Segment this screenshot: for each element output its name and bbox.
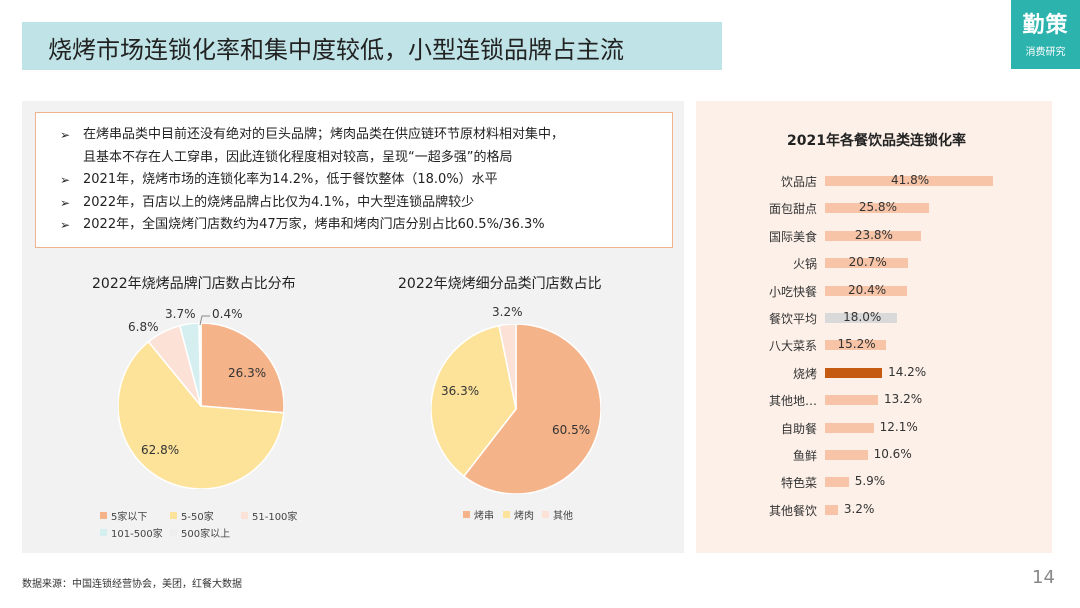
- bar-mark: [825, 395, 879, 406]
- data-source-note: 数据来源：中国连锁经营协会，美团，红餐大数据: [22, 579, 242, 590]
- pie1-leader-line: [199, 315, 210, 326]
- bar-category-label: 自助餐: [780, 421, 817, 436]
- bar-mark: [825, 230, 921, 241]
- pie2-slice-0: [462, 324, 601, 494]
- bar-category-label: 鱼鲜: [792, 449, 817, 463]
- legend-swatch: [170, 529, 177, 536]
- pie1-legend-item: 101-500家: [100, 525, 163, 540]
- brand-logo: 勤策 消费研究: [1011, 0, 1080, 69]
- pie1-label-lt5: 26.3%: [228, 366, 267, 380]
- bar-value-label: 12.1%: [879, 419, 918, 434]
- bullet-item: ➢ 在烤串品类中目前还没有绝对的巨头品牌；烤肉品类在供应链环节原材料相对集中，: [60, 124, 672, 147]
- bar-value-label: 20.7%: [848, 255, 887, 270]
- legend-swatch: [463, 511, 470, 518]
- bar-value-label: 14.2%: [888, 364, 927, 379]
- bar-value-label: 18.0%: [843, 310, 882, 324]
- bullet-continuation: 且基本不存在人工穿串，因此连锁化程度相对较高，呈现“一超多强”的格局: [83, 149, 513, 165]
- bar-mark: [825, 258, 909, 269]
- bar-value-label: 25.8%: [858, 200, 897, 215]
- legend-swatch: [170, 512, 177, 519]
- bar-mark: [825, 504, 838, 515]
- pie1-legend-item: 5-50家: [170, 508, 214, 523]
- pie2-label-other: 3.2%: [492, 305, 523, 319]
- bar-mark: [825, 285, 907, 296]
- bar-value-label: 10.6%: [873, 447, 912, 461]
- arrow-icon: ➢: [60, 218, 71, 232]
- title-banner: 烧烤市场连锁化率和集中度较低，小型连锁品牌占主流: [22, 22, 722, 70]
- logo-main-text: 勤策: [1022, 13, 1069, 38]
- pie2-label-skewer: 60.5%: [552, 423, 591, 437]
- bar-category-label: 国际美食: [768, 229, 817, 244]
- page-title: 烧烤市场连锁化率和集中度较低，小型连锁品牌占主流: [48, 36, 624, 64]
- bar-category-label: 其他餐饮: [768, 503, 817, 518]
- legend-swatch: [100, 529, 107, 536]
- pie2-legend-item: 其他: [542, 507, 573, 522]
- bullet-item: ➢ 2022年，全国烧烤门店数约为47万家，烤串和烤肉门店分别占比60.5%/36…: [60, 214, 672, 237]
- pie1-slice-1: [118, 340, 284, 489]
- pie2-legend-item: 烤肉: [503, 507, 534, 522]
- bar-category-label: 面包甜点: [768, 202, 817, 217]
- arrow-icon: ➢: [60, 173, 71, 187]
- legend-swatch: [542, 511, 549, 518]
- bar-mark: [825, 450, 868, 460]
- bar-value-label: 20.4%: [847, 282, 887, 297]
- pie1-legend-item: 5家以下: [100, 508, 147, 523]
- bar-value-label: 15.2%: [837, 337, 876, 352]
- pie-chart-brand-size: [118, 323, 284, 489]
- bar-mark: [825, 422, 874, 433]
- arrow-icon: ➢: [60, 128, 71, 142]
- bar-mark: [825, 203, 929, 214]
- bar-category-label: 饮品店: [780, 175, 817, 189]
- legend-swatch: [503, 511, 510, 518]
- bar-category-label: 烧烤: [792, 366, 817, 381]
- pie-chart-category-share: [431, 324, 601, 494]
- bar-value-label: 23.8%: [854, 227, 893, 242]
- legend-swatch: [241, 512, 248, 519]
- bullet-item: ➢ 2021年，烧烤市场的连锁化率为14.2%，低于餐饮整体（18.0%）水平: [60, 169, 672, 192]
- key-findings-box: ➢ 在烤串品类中目前还没有绝对的巨头品牌；烤肉品类在供应链环节原材料相对集中， 且…: [35, 112, 673, 248]
- bar-value-label: 3.2%: [843, 501, 875, 516]
- bar-category-label: 餐饮平均: [768, 312, 817, 326]
- bullet-item: ➢ 2022年，百店以上的烧烤品牌占比仅为4.1%，中大型连锁品牌较少: [60, 192, 672, 215]
- bar-category-label: 八大菜系: [768, 339, 817, 354]
- pie2-title: 2022年烧烤细分品类门店数占比: [398, 276, 602, 292]
- logo-sub-text: 消费研究: [1025, 47, 1066, 58]
- pie1-slice-0: [200, 323, 284, 414]
- bar-category-label: 小吃快餐: [768, 284, 817, 299]
- pie2-slice-1: [431, 324, 517, 478]
- pie1-label-51-100: 6.8%: [128, 320, 159, 334]
- pie1-legend-item: 51-100家: [241, 508, 297, 523]
- bar-category-label: 特色菜: [780, 476, 817, 491]
- pie1-label-5-50: 62.8%: [141, 443, 180, 457]
- pie1-title: 2022年烧烤品牌门店数占比分布: [92, 276, 296, 292]
- bar-mark: [825, 176, 993, 186]
- bar-value-label: 5.9%: [854, 474, 886, 489]
- pie1-label-gt500: 0.4%: [212, 307, 243, 321]
- pie2-legend-item: 烤串: [463, 507, 494, 522]
- bar-mark: [825, 477, 849, 488]
- bar-value-label: 41.8%: [891, 173, 930, 187]
- bar-value-label: 13.2%: [884, 392, 923, 407]
- arrow-icon: ➢: [60, 195, 71, 210]
- pie2-label-roast: 36.3%: [441, 384, 480, 398]
- bar-chart-title: 2021年各餐饮品类连锁化率: [787, 133, 966, 149]
- pie2-slice-2: [498, 324, 517, 410]
- bar-mark: [825, 313, 898, 323]
- bar-mark: [825, 340, 887, 351]
- bar-mark: [825, 367, 883, 378]
- pie1-legend-item: 500家以上: [170, 525, 230, 540]
- page-number: 14: [1032, 567, 1055, 588]
- legend-swatch: [100, 512, 107, 519]
- bar-category-label: 其他地…: [768, 394, 817, 409]
- bar-category-label: 火锅: [792, 257, 817, 272]
- pie1-label-101-500: 3.7%: [165, 307, 196, 321]
